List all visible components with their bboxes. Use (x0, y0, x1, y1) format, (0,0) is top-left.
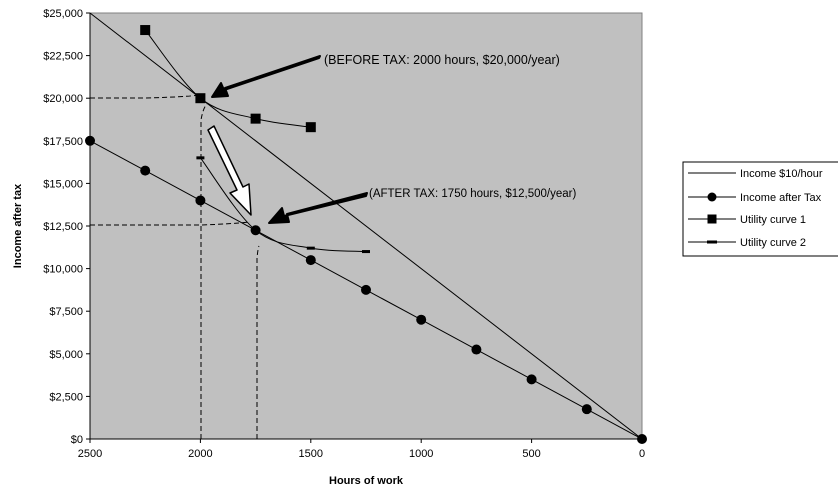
data-point-utility-curve-1 (305, 122, 316, 133)
data-point-utility-curve-2 (251, 228, 260, 232)
x-tick-label: 2000 (188, 448, 212, 460)
x-tick-label: 1000 (409, 448, 433, 460)
series-line-utility-curve-2 (200, 157, 367, 253)
x-tick-label: 0 (639, 448, 645, 460)
y-tick-label: $17,500 (43, 136, 83, 148)
before-tax-annotation: (BEFORE TAX: 2000 hours, $20,000/year) (324, 53, 560, 67)
y-tick-label: $15,000 (43, 178, 83, 190)
data-point-utility-curve-1 (250, 113, 261, 124)
data-point-utility-curve-2 (306, 246, 315, 250)
y-tick-label: $25,000 (43, 8, 83, 20)
data-point-income-after-tax (416, 314, 427, 325)
series-layer (85, 12, 647, 444)
data-point-income-after-tax (581, 404, 592, 415)
data-point-income-after-tax (526, 374, 537, 385)
series-utility-curve-1 (140, 25, 316, 133)
y-tick-label: $2,500 (49, 391, 83, 403)
legend-label-utility-curve-2: Utility curve 2 (740, 237, 806, 249)
series-income-10-hour (89, 12, 643, 440)
legend: Income $10/hour Income after Tax Utility… (682, 161, 838, 257)
data-point-utility-curve-1 (140, 25, 151, 36)
y-tick-label: $22,500 (43, 51, 83, 63)
legend-marker-utility-curve-2 (707, 240, 717, 244)
y-axis-title: Income after tax (12, 183, 24, 268)
after-tax-horizontal-guide (90, 221, 251, 226)
series-utility-curve-2 (196, 156, 370, 254)
after-tax-vertical-guide (256, 245, 260, 439)
data-point-income-after-tax (305, 255, 316, 266)
series-line-utility-curve-1 (144, 29, 311, 128)
before-tax-arrow (211, 55, 321, 98)
legend-label-income-after-tax: Income after Tax (740, 192, 822, 204)
legend-label-utility-curve-1: Utility curve 1 (740, 214, 806, 226)
y-axis: $0 $2,500 $5,000 $7,500 $10,000 $12,500 $15,00… (43, 8, 91, 446)
y-tick-label: $20,000 (43, 93, 83, 105)
after-tax-arrow (268, 192, 368, 224)
x-tick-label: 1500 (299, 448, 323, 460)
after-tax-annotation: (AFTER TAX: 1750 hours, $12,500/year) (369, 188, 576, 200)
y-tick-label: $12,500 (43, 221, 83, 233)
legend-marker-income-after-tax (707, 192, 717, 202)
series-line-income-10-hour (89, 12, 643, 440)
x-axis: 2500 2000 1500 1000 500 0 (78, 438, 645, 460)
legend-box (682, 161, 838, 257)
x-tick-label: 2500 (78, 448, 102, 460)
data-point-utility-curve-2 (196, 156, 205, 160)
y-tick-label: $0 (71, 434, 83, 446)
data-point-income-after-tax (140, 165, 151, 176)
legend-marker-utility-curve-1 (707, 214, 717, 224)
y-tick-label: $5,000 (49, 349, 83, 361)
y-tick-label: $10,000 (43, 264, 83, 276)
x-tick-label: 500 (522, 448, 540, 460)
y-tick-label: $7,500 (49, 306, 83, 318)
data-point-income-after-tax (471, 344, 482, 355)
legend-label-income-10-hour: Income $10/hour (740, 168, 823, 180)
data-point-income-after-tax (195, 195, 206, 206)
data-point-utility-curve-1 (195, 93, 206, 104)
shift-arrow (207, 125, 252, 216)
x-axis-title: Hours of work (329, 475, 404, 487)
data-point-utility-curve-2 (362, 250, 370, 254)
data-point-income-after-tax (361, 284, 371, 295)
